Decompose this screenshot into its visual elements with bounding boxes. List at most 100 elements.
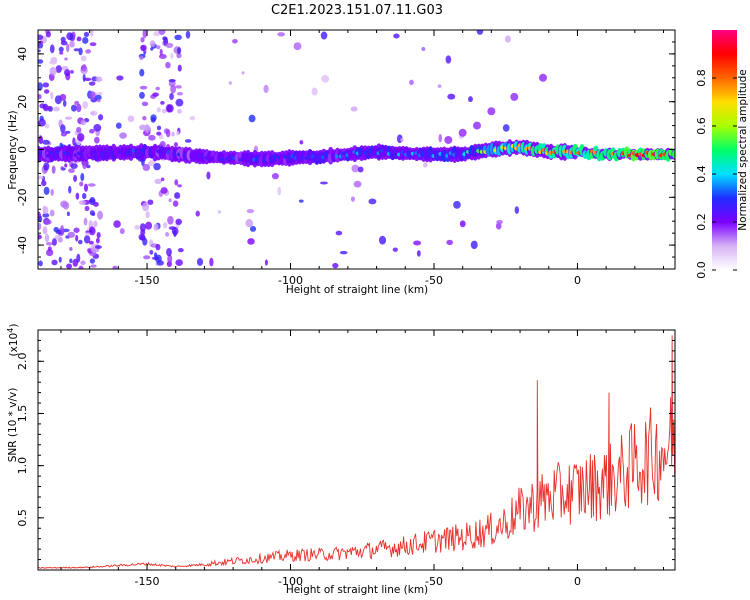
spectrogram-noise-cell — [50, 188, 54, 196]
spectrogram-noise-cell — [38, 260, 43, 267]
spectrogram-noise-cell — [82, 74, 86, 82]
colorbar-ticks: 0.0 0.2 0.4 0.6 0.8 — [695, 69, 737, 279]
spectrogram-noise-cell — [68, 185, 72, 194]
snr-frame — [37, 329, 676, 571]
spectrogram-noise-cell — [38, 135, 44, 145]
spectrogram-noise-cell — [39, 103, 46, 109]
spectrogram-noise-cell — [378, 235, 387, 245]
spectrogram-noise-cell — [53, 106, 60, 112]
snr-ytick-label: 0.5 — [16, 509, 29, 527]
spectrogram-noise-cell — [49, 209, 55, 217]
spectrogram-ylabel: Frequency (Hz) — [7, 110, 19, 189]
spectrogram-noise-cell — [332, 262, 339, 269]
spectrogram-noise-cell — [60, 124, 66, 133]
spectrogram-noise-cell — [321, 74, 330, 83]
colorbar-tick-label: 0.4 — [695, 165, 708, 183]
spectrogram-noise-cell — [155, 243, 161, 251]
spectrogram-blob — [444, 135, 453, 144]
colorbar-tick-label: 0.0 — [695, 261, 708, 279]
spectrogram-noise-cell — [78, 239, 83, 245]
spectrogram-noise-cell — [96, 98, 101, 103]
colorbar-bar — [712, 30, 737, 270]
spectrogram-noise-cell — [504, 35, 511, 43]
spectrogram-noise-cell — [43, 105, 52, 111]
spectrogram-noise-cell — [174, 179, 179, 186]
spectrogram-noise-cell — [142, 163, 151, 172]
spectrogram-noise-cell — [175, 85, 182, 89]
spectrogram-ytick-label: -40 — [16, 236, 29, 254]
spectrogram-noise-cell — [165, 61, 171, 69]
spectrogram-noise-cell — [170, 85, 176, 94]
spectrogram-noise-cell — [139, 91, 145, 99]
spectrogram-noise-cell — [75, 234, 79, 242]
spectrogram-noise-cell — [176, 130, 180, 136]
spectrogram-noise-cell — [113, 220, 121, 228]
colorbar-tick-label: 0.8 — [695, 69, 708, 87]
spectrogram-noise-cell — [195, 210, 200, 217]
spectrogram-noise-cell — [55, 65, 62, 73]
spectrogram-noise-cell — [88, 240, 94, 245]
spectrogram-noise-cell — [80, 55, 87, 62]
spectrogram-noise-cell — [392, 247, 398, 252]
spectrogram-noise-cell — [139, 85, 148, 90]
spectrogram-noise-cell — [150, 47, 154, 51]
spectrogram-noise-cell — [357, 166, 364, 173]
spectrogram-noise-cell — [70, 104, 77, 112]
spectrogram-noise-cell — [248, 114, 256, 123]
spectrogram-noise-cell — [90, 264, 97, 268]
spectrogram-noise-cell — [64, 57, 68, 61]
spectrogram-noise-cell — [459, 220, 466, 228]
spectrogram-blob — [487, 107, 496, 116]
spectrogram-noise-cell — [184, 139, 192, 143]
spectrogram-noise-cell — [95, 76, 103, 83]
spectrogram-ytick-label: 40 — [16, 47, 29, 61]
spectrogram-noise-cell — [42, 82, 50, 88]
spectrogram-noise-cell — [445, 55, 452, 64]
spectrogram-noise-cell — [69, 40, 75, 48]
spectrogram-noise-cell — [447, 93, 456, 100]
spectrogram-noise-cell — [78, 47, 83, 56]
spectrogram-xtick-label: 0 — [574, 274, 581, 287]
spectrogram-noise-cell — [176, 91, 184, 96]
spectrogram-noise-cell — [86, 48, 91, 53]
spectrogram-noise-cell — [514, 206, 520, 214]
snr-xtick-label: -150 — [135, 575, 160, 588]
spectrogram-noise-cell — [353, 180, 362, 188]
spectrogram-noise-cell — [154, 178, 162, 185]
spectrogram-noise-cell — [59, 93, 67, 101]
spectrogram-noise-cell — [148, 134, 156, 141]
spectrogram-noise-cell — [166, 247, 172, 257]
spectrogram-noise-cell — [60, 166, 64, 170]
spectrogram-noise-cell — [51, 165, 56, 174]
spectrogram-noise-cell — [476, 30, 484, 35]
spectrogram-ytick-label: 0 — [16, 146, 29, 153]
spectrogram-noise-cell — [298, 199, 304, 203]
spectrogram-noise-cell — [167, 215, 174, 225]
spectrogram-noise-cell — [160, 187, 168, 194]
spectrogram-noise-cell — [168, 79, 176, 83]
spectrogram-noise-cell — [60, 131, 67, 137]
spectrogram-noise-cell — [53, 226, 59, 233]
spectrogram-xlabel: Height of straight line (km) — [286, 284, 428, 296]
spectrogram-noise-cell — [277, 186, 282, 196]
spectrogram-heatmap — [38, 30, 675, 269]
snr-xtick-label: -50 — [425, 575, 443, 588]
spectrogram-noise-cell — [177, 109, 182, 114]
spectrogram-noise-cell — [145, 221, 153, 230]
spectrogram-noise-cell — [153, 252, 158, 259]
spectrogram-noise-cell — [95, 245, 102, 249]
spectrogram-noise-cell — [139, 223, 146, 232]
spectrogram-noise-cell — [97, 91, 103, 96]
spectrogram-noise-cell — [74, 100, 80, 106]
spectrogram-noise-cell — [350, 106, 358, 112]
spectrogram-noise-cell — [64, 116, 73, 120]
spectrogram-noise-cell — [416, 250, 421, 257]
spectrogram-blob — [510, 92, 519, 101]
spectrogram-noise-cell — [38, 34, 44, 40]
spectrogram-noise-cell — [140, 44, 147, 52]
spectrogram-noise-cell — [149, 40, 156, 47]
spectrogram-noise-cell — [84, 77, 92, 82]
spectrogram-noise-cell — [73, 174, 78, 182]
colorbar-tick-label: 0.2 — [695, 213, 708, 231]
spectrogram-noise-cell — [49, 60, 58, 65]
